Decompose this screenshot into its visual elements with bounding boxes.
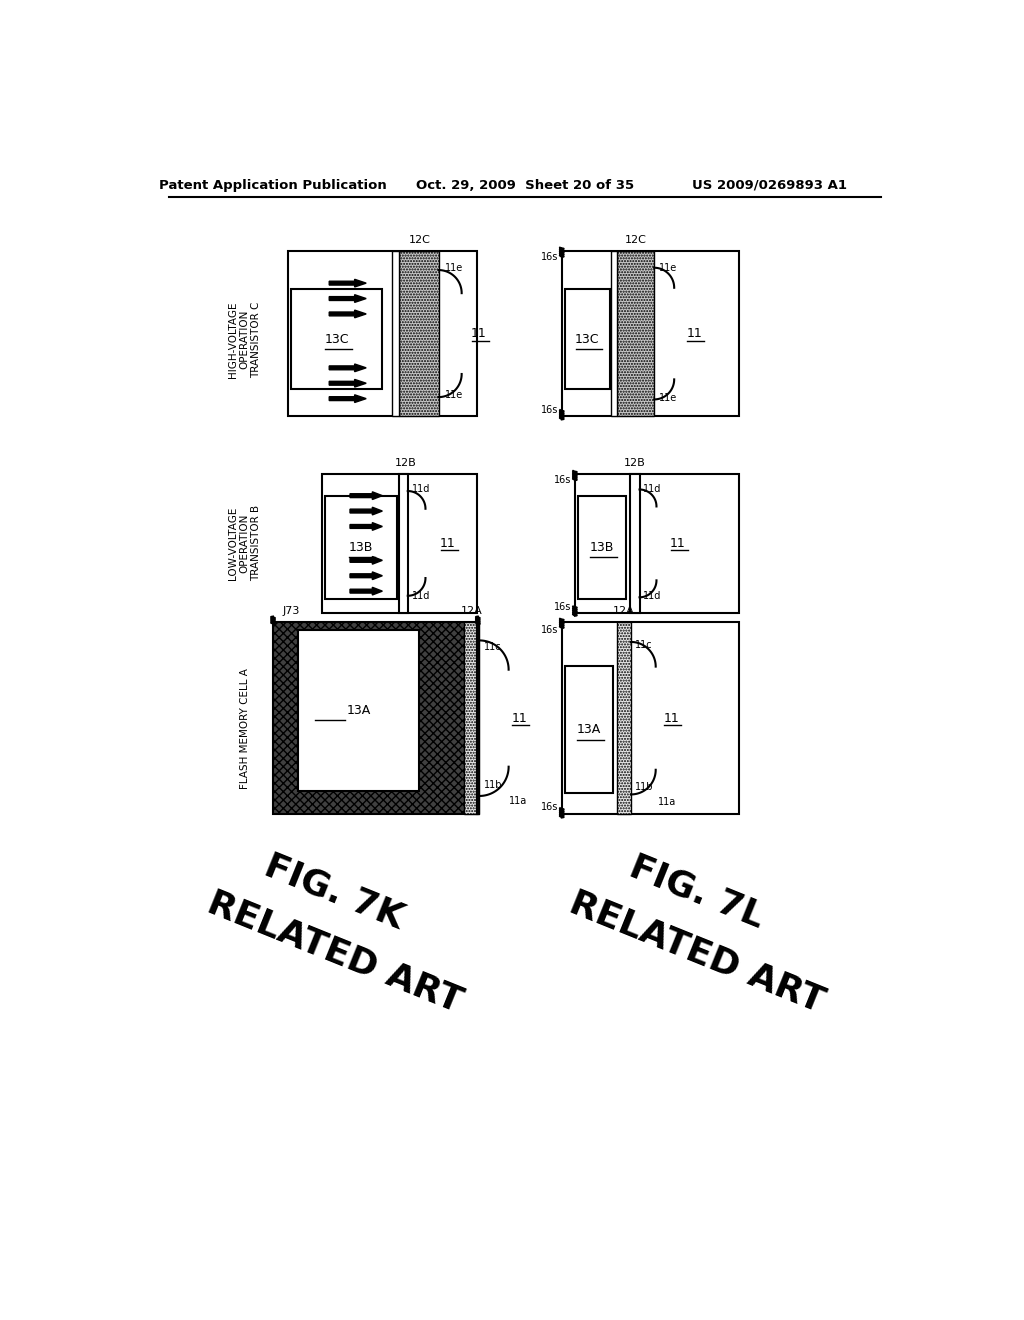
Text: RELATED ART: RELATED ART bbox=[564, 886, 828, 1020]
Bar bbox=[325, 496, 397, 599]
Polygon shape bbox=[330, 379, 367, 387]
Bar bbox=[392, 251, 398, 416]
Text: Oct. 29, 2009  Sheet 20 of 35: Oct. 29, 2009 Sheet 20 of 35 bbox=[416, 178, 634, 191]
Bar bbox=[631, 474, 640, 612]
Text: RELATED ART: RELATED ART bbox=[203, 886, 467, 1020]
Polygon shape bbox=[350, 492, 382, 499]
Text: 11: 11 bbox=[664, 711, 679, 725]
Text: 11d: 11d bbox=[643, 591, 662, 601]
Text: 11: 11 bbox=[512, 711, 527, 725]
Text: Patent Application Publication: Patent Application Publication bbox=[159, 178, 387, 191]
Bar bbox=[617, 251, 654, 416]
Text: FIG. 7L: FIG. 7L bbox=[625, 849, 769, 933]
Text: 12A: 12A bbox=[613, 606, 635, 616]
Text: 12A: 12A bbox=[461, 606, 482, 616]
Bar bbox=[398, 474, 408, 612]
Text: 11c: 11c bbox=[484, 642, 502, 652]
Polygon shape bbox=[330, 364, 367, 372]
Polygon shape bbox=[350, 523, 382, 531]
Text: 12C: 12C bbox=[410, 235, 431, 246]
Bar bbox=[398, 251, 438, 416]
Text: J73: J73 bbox=[283, 606, 300, 616]
Polygon shape bbox=[350, 507, 382, 515]
Polygon shape bbox=[330, 310, 367, 318]
Text: 11d: 11d bbox=[413, 591, 431, 601]
Text: HIGH-VOLTAGE
OPERATION
TRANSISTOR C: HIGH-VOLTAGE OPERATION TRANSISTOR C bbox=[228, 301, 261, 378]
Text: 11e: 11e bbox=[444, 389, 463, 400]
Text: 13A: 13A bbox=[346, 704, 371, 717]
Text: 16s: 16s bbox=[554, 602, 571, 611]
Bar bbox=[565, 665, 612, 793]
Text: 11: 11 bbox=[471, 327, 486, 341]
Text: 13B: 13B bbox=[590, 541, 614, 554]
Text: 11: 11 bbox=[686, 327, 702, 341]
Bar bbox=[292, 289, 382, 389]
Text: 12B: 12B bbox=[624, 458, 646, 469]
Text: 13A: 13A bbox=[577, 723, 601, 737]
Bar bbox=[611, 251, 617, 416]
Bar bbox=[565, 289, 609, 389]
Bar bbox=[477, 622, 479, 814]
Text: 16s: 16s bbox=[554, 475, 571, 486]
Bar bbox=[578, 496, 626, 599]
Bar bbox=[617, 622, 631, 814]
Text: 11c: 11c bbox=[635, 640, 652, 649]
Text: 11a: 11a bbox=[658, 797, 676, 807]
Text: 11a: 11a bbox=[509, 796, 527, 805]
Text: FLASH MEMORY CELL A: FLASH MEMORY CELL A bbox=[240, 668, 250, 788]
Polygon shape bbox=[330, 395, 367, 403]
Polygon shape bbox=[330, 280, 367, 286]
Polygon shape bbox=[350, 587, 382, 595]
Text: 16s: 16s bbox=[542, 252, 559, 261]
Text: 13B: 13B bbox=[348, 541, 373, 554]
Text: 11e: 11e bbox=[658, 393, 677, 403]
Text: LOW-VOLTAGE
OPERATION
TRANSISTOR B: LOW-VOLTAGE OPERATION TRANSISTOR B bbox=[228, 506, 261, 582]
Bar bbox=[298, 630, 419, 792]
Text: 11: 11 bbox=[670, 537, 686, 550]
Text: 11e: 11e bbox=[658, 263, 677, 273]
Text: FIG. 7K: FIG. 7K bbox=[260, 847, 410, 935]
Text: 12C: 12C bbox=[625, 235, 646, 246]
Text: 16s: 16s bbox=[542, 801, 559, 812]
Text: 11e: 11e bbox=[444, 263, 463, 273]
Text: US 2009/0269893 A1: US 2009/0269893 A1 bbox=[692, 178, 847, 191]
Bar bbox=[273, 622, 477, 814]
Polygon shape bbox=[330, 294, 367, 302]
Text: 16s: 16s bbox=[542, 624, 559, 635]
Bar bbox=[562, 251, 739, 416]
Text: 13C: 13C bbox=[574, 333, 599, 346]
Bar bbox=[322, 474, 477, 612]
Text: 11b: 11b bbox=[484, 780, 503, 791]
Bar bbox=[289, 251, 477, 416]
Text: 11d: 11d bbox=[643, 484, 662, 495]
Polygon shape bbox=[350, 572, 382, 579]
Text: 12B: 12B bbox=[394, 458, 417, 469]
Text: 13C: 13C bbox=[325, 333, 349, 346]
Text: 11: 11 bbox=[440, 537, 456, 550]
Text: 11d: 11d bbox=[413, 484, 431, 495]
Bar bbox=[562, 622, 739, 814]
Bar bbox=[574, 474, 739, 612]
Bar bbox=[464, 622, 479, 814]
Polygon shape bbox=[350, 557, 382, 564]
Text: 16s: 16s bbox=[542, 405, 559, 416]
Text: 11b: 11b bbox=[635, 783, 653, 792]
